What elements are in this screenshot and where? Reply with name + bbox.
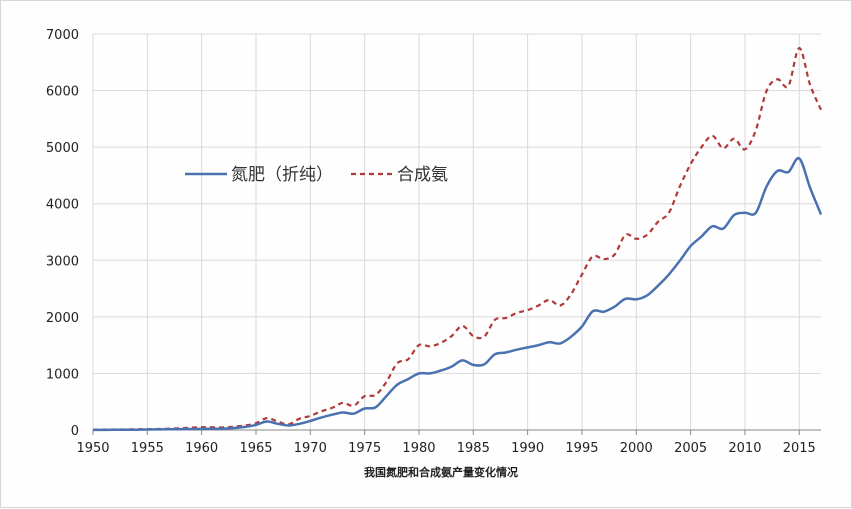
y-tick-label: 0 <box>71 424 79 439</box>
y-tick-label: 4000 <box>46 198 79 213</box>
y-tick-label: 5000 <box>46 141 79 156</box>
x-tick-label: 1975 <box>348 441 381 456</box>
x-tick-label: 1960 <box>185 441 218 456</box>
x-tick-label: 2010 <box>728 441 761 456</box>
legend-label-synthetic-ammonia: 合成氨 <box>397 165 448 185</box>
x-tick-label: 1955 <box>131 441 164 456</box>
x-tick-label: 2015 <box>783 441 816 456</box>
chart-legend: 氮肥（折纯） 合成氨 <box>185 165 448 185</box>
x-tick-label: 1990 <box>511 441 544 456</box>
y-tick-label: 1000 <box>46 367 79 382</box>
y-tick-label: 3000 <box>46 254 79 269</box>
x-tick-label: 1995 <box>565 441 598 456</box>
y-tick-label: 2000 <box>46 311 79 326</box>
series-line-synthetic-ammonia <box>92 46 823 431</box>
chart-caption: 我国氮肥和合成氨产量变化情况 <box>364 465 518 479</box>
chart-axes: 0 1000 2000 3000 4000 5000 6000 7000 1950 1955 196… <box>46 28 821 456</box>
y-tick-label: 7000 <box>46 28 79 43</box>
series-line-nitrogen-fertilizer <box>92 156 823 432</box>
x-tick-label: 1950 <box>76 441 109 456</box>
chart-series <box>92 46 823 432</box>
x-tick-label: 1980 <box>402 441 435 456</box>
x-tick-label: 1970 <box>294 441 327 456</box>
x-tick-label: 2000 <box>620 441 653 456</box>
x-tick-label: 2005 <box>674 441 707 456</box>
chart-grid <box>92 33 821 431</box>
x-tick-label: 1985 <box>457 441 490 456</box>
x-tick-label: 1965 <box>239 441 272 456</box>
legend-label-nitrogen-fertilizer: 氮肥（折纯） <box>231 165 333 185</box>
y-tick-label: 6000 <box>46 85 79 100</box>
